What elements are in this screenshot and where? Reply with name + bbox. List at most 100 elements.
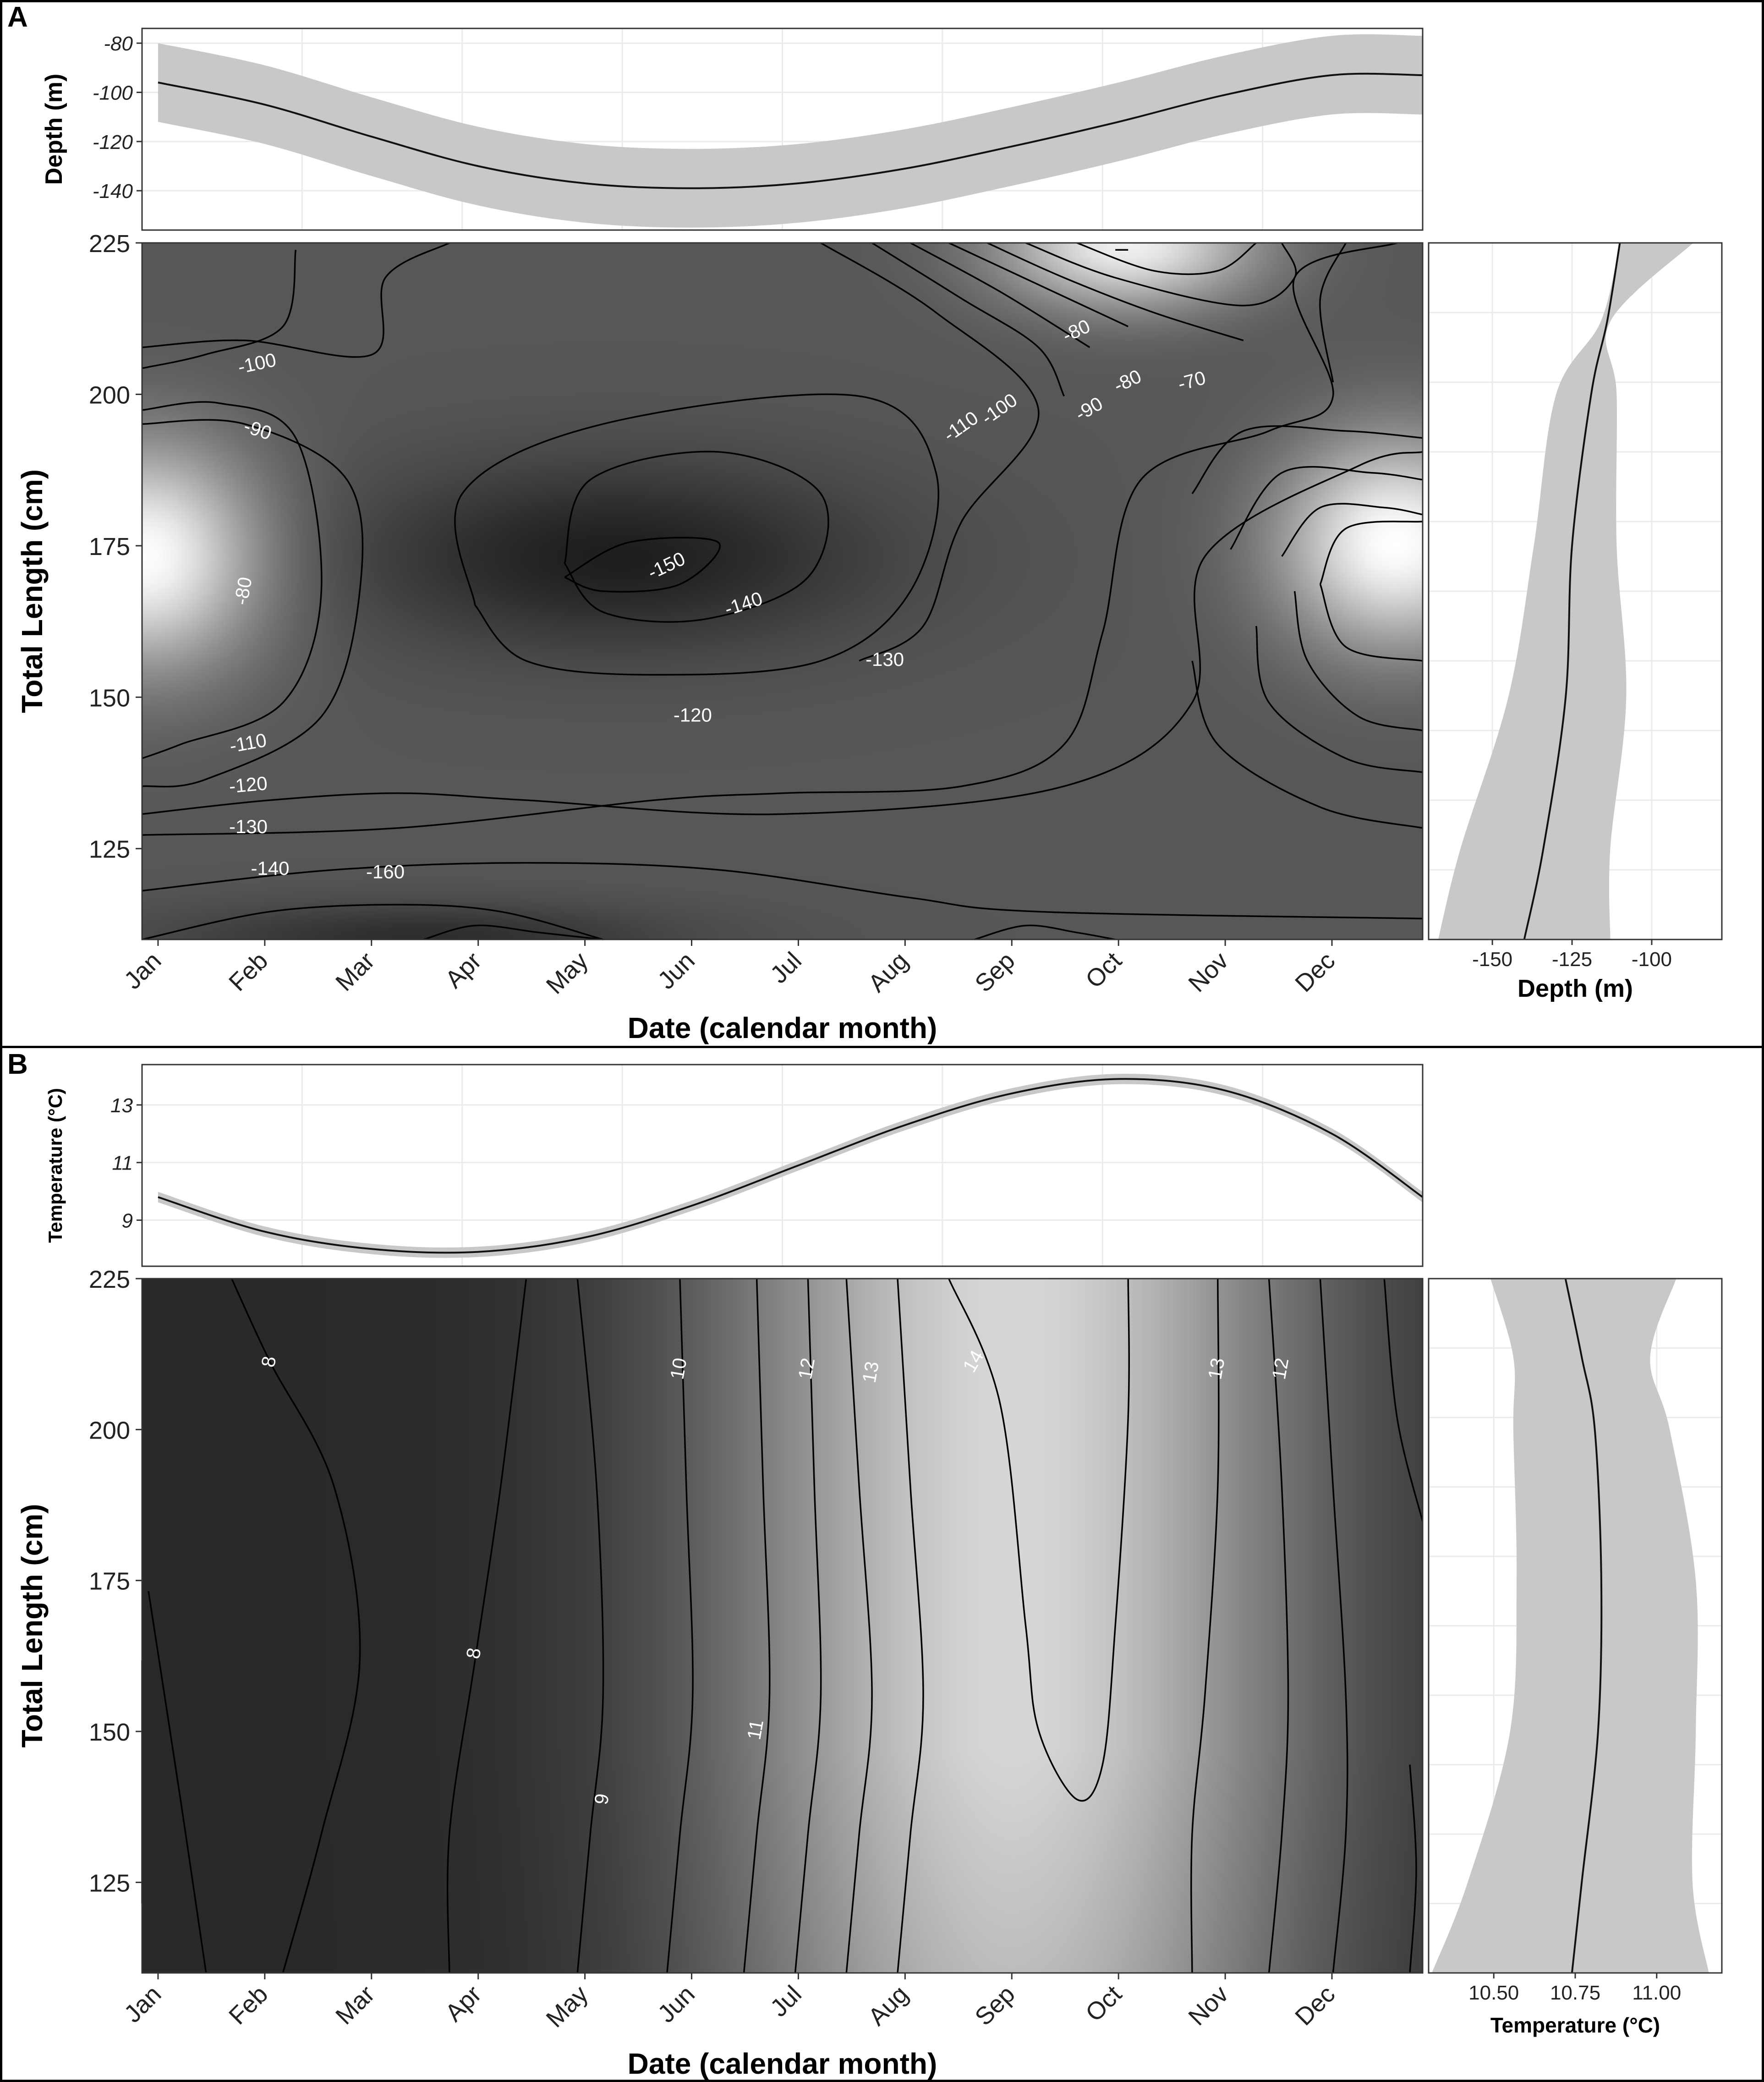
panel-b-y-tick-label: 225 xyxy=(89,1266,130,1293)
panel-a-contour-line xyxy=(142,451,1423,815)
panel-a-contour-line xyxy=(1293,591,1423,731)
panel-b-y-tick-label: 200 xyxy=(89,1417,130,1444)
panel-a-right-plot-border xyxy=(1428,242,1723,940)
panel-a-contour-line xyxy=(1319,521,1423,585)
panel-a-contour-label: -80 xyxy=(230,575,256,606)
panel-b-contour-line xyxy=(897,1278,924,1973)
panel-b-contour-line xyxy=(743,1278,771,1973)
panel-a-contour-line xyxy=(1025,242,1297,307)
panel-b-x-tick-label: Mar xyxy=(330,1980,380,2030)
panel-a-contour-label: -160 xyxy=(366,861,405,883)
panel-a-contour-line xyxy=(820,242,1040,662)
panel-a-contour-line xyxy=(1230,466,1423,550)
panel-b-y-axis-title: Total Length (cm) xyxy=(16,1504,49,1747)
panel-b-right-x-tick-label: 10.75 xyxy=(1550,1982,1600,2004)
panel-a-x-axis-title: Date (calendar month) xyxy=(628,1011,937,1044)
panel-a-contour-line xyxy=(142,862,1423,920)
panel-b-top-fit-line xyxy=(158,1078,1424,1254)
panel-a-x-tick-label: Mar xyxy=(330,947,380,996)
panel-a-heatmap-fill xyxy=(142,243,1423,939)
panel-b-x-tick-label: Apr xyxy=(440,1980,487,2027)
panel-a-contour-line xyxy=(1281,503,1423,557)
panel-a-contour-line xyxy=(986,242,1244,341)
panel-a-y-tick-label: 200 xyxy=(89,381,130,409)
panel-b-right-x-tick-label: 10.50 xyxy=(1468,1982,1519,2004)
panel-a-y-tick-label: 175 xyxy=(89,533,130,560)
panel-a-contour-label: -130 xyxy=(866,648,904,670)
panel-b-heatmap-fill xyxy=(142,1279,1423,1973)
panel-a-right-ribbon xyxy=(1438,243,1693,939)
panel-b-x-tick-label: May xyxy=(541,1980,594,2033)
panel-b-x-tick-label: Oct xyxy=(1080,1980,1127,2027)
panel-b-contour-label: 12 xyxy=(1268,1356,1293,1381)
panel-a-contour-label: -120 xyxy=(228,772,268,797)
panel-a-right-x-tick-label: -100 xyxy=(1632,948,1672,971)
panel-a-contour-line xyxy=(142,419,364,788)
panel-a-contour-line xyxy=(142,401,323,759)
panel-a-contour-label: -140 xyxy=(251,857,289,879)
panel-b-contour-line xyxy=(666,1278,694,1973)
panel-b-contour-line xyxy=(948,1278,1130,1802)
panel-b-x-tick-label: Jun xyxy=(652,1980,700,2028)
panel-b-contour-line xyxy=(1190,1278,1220,1973)
panel-a-top-y-tick-label: -120 xyxy=(93,131,133,154)
panel-a-y-tick-label: 225 xyxy=(89,230,130,258)
panel-b-contour-line xyxy=(794,1278,822,1973)
panel-b-x-tick-label: Jan xyxy=(119,1980,166,2028)
panel-b-top-y-tick-label: 13 xyxy=(110,1094,133,1117)
panel-a-x-tick-label: Nov xyxy=(1183,947,1233,997)
panel-b-main-border xyxy=(141,1278,1424,1974)
panel-a-top-y-axis-title: Depth (m) xyxy=(41,74,67,185)
panel-a-contour-line xyxy=(142,242,1397,836)
panel-b-x-tick-label: Aug xyxy=(863,1980,913,2031)
panel-a-contour-line xyxy=(142,242,450,358)
panel-b-contour-line xyxy=(446,1278,527,1973)
panel-b-contour-line xyxy=(1268,1278,1289,1973)
panel-b-top-y-tick-label: 9 xyxy=(122,1209,133,1232)
panel-a-contour-line xyxy=(142,249,297,369)
panel-a-top-y-tick-label: -140 xyxy=(93,180,133,203)
panel-a-y-tick-label: 125 xyxy=(89,836,130,863)
panel-b-top-plot-border xyxy=(141,1064,1424,1267)
panel-a-contour-line xyxy=(142,904,603,940)
panel-b-right-ribbon xyxy=(1432,1279,1709,1973)
panel-a-contour-line xyxy=(564,450,829,623)
panel-a-contour-line xyxy=(1255,626,1423,773)
panel-b-frame xyxy=(0,1046,1764,2082)
panel-a-contour-line xyxy=(871,242,1065,397)
panel-b-x-tick-label: Nov xyxy=(1183,1980,1233,2031)
panel-b-top-grid xyxy=(141,1065,1424,1266)
panel-a-right-x-tick-label: -125 xyxy=(1552,948,1592,971)
panel-a-right-x-tick-label: -150 xyxy=(1472,948,1512,971)
panel-b-contour-label: 13 xyxy=(1204,1356,1228,1381)
panel-b-top-y-tick-label: 11 xyxy=(112,1152,133,1175)
panel-b-x-tick-label: Feb xyxy=(224,1980,273,2030)
panel-a-x-tick-label: Dec xyxy=(1290,947,1340,997)
panel-a-contour-line xyxy=(974,924,1116,940)
panel-a-contour-line xyxy=(1319,584,1423,662)
panel-a-top-plot-border xyxy=(141,27,1424,231)
panel-b-y-tick-label: 150 xyxy=(89,1719,130,1746)
panel-a-contour-line xyxy=(910,242,1090,348)
panel-a-x-tick-label: Apr xyxy=(440,947,487,994)
panel-a-y-axis-title: Total Length (cm) xyxy=(16,469,49,713)
panel-a-contour-label: -120 xyxy=(674,704,712,726)
panel-b-contour-label: 12 xyxy=(794,1356,819,1381)
panel-b-right-x-axis-title: Temperature (°C) xyxy=(1490,2013,1660,2037)
panel-b-y-tick-label: 175 xyxy=(89,1568,130,1595)
panel-a-contour-line xyxy=(1076,242,1257,275)
panel-a-right-x-axis-title: Depth (m) xyxy=(1517,975,1633,1002)
panel-b-x-tick-label: Sep xyxy=(970,1980,1020,2031)
panel-a-contour-line xyxy=(423,924,603,940)
panel-a-contour-line xyxy=(564,537,721,593)
panel-a-x-tick-label: Oct xyxy=(1080,947,1127,994)
panel-b-x-axis-title: Date (calendar month) xyxy=(628,2047,937,2080)
panel-a-top-y-tick-label: -80 xyxy=(104,33,133,55)
panel-a-x-tick-label: May xyxy=(541,947,594,1000)
panel-b-contour-line xyxy=(576,1278,604,1973)
panel-b-contour-line xyxy=(845,1278,873,1973)
panel-b-contour-label: 11 xyxy=(743,1718,767,1741)
panel-b-label: B xyxy=(7,1049,28,1080)
